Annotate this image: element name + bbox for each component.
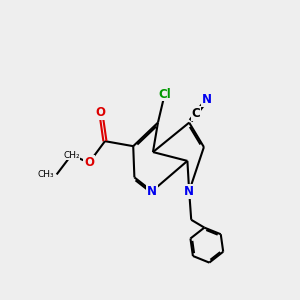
Text: N: N <box>184 185 194 198</box>
Text: O: O <box>84 156 94 169</box>
Text: N: N <box>202 93 212 106</box>
Text: N: N <box>147 185 157 198</box>
Text: CH₂: CH₂ <box>63 151 80 160</box>
Text: O: O <box>96 106 106 119</box>
Text: C: C <box>192 107 200 120</box>
Text: Cl: Cl <box>158 88 171 100</box>
Text: CH₃: CH₃ <box>37 170 54 179</box>
